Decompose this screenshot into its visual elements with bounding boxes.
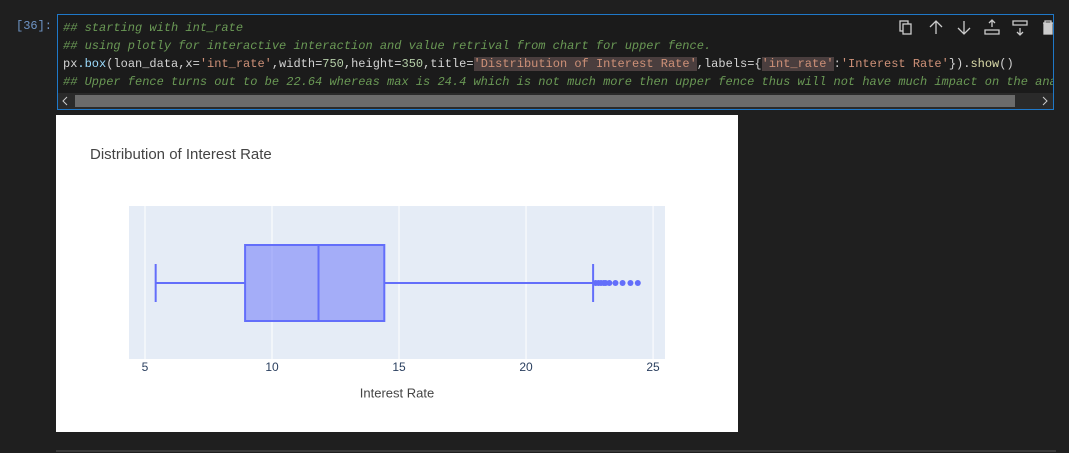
code-token: 'int_rate' [199, 57, 272, 71]
chart-title: Distribution of Interest Rate [90, 146, 272, 163]
outlier [606, 280, 613, 286]
code-token: .box [77, 57, 107, 71]
code-token: : [833, 57, 841, 71]
code-token: () [999, 57, 1014, 71]
scroll-arrows [62, 96, 1048, 106]
chart: Distribution of Interest Rate Interest R… [90, 146, 665, 400]
code-token: 'Interest Rate' [840, 57, 949, 71]
code-token: 'int_rate' [761, 57, 834, 71]
code-token: (loan_data,x= [106, 57, 200, 71]
outlier [619, 280, 626, 286]
code-line: ## starting with int_rate [63, 19, 1053, 37]
code-line: px.box(loan_data,x='int_rate',width=750,… [63, 55, 1053, 73]
outlier [627, 280, 634, 286]
horizontal-scrollbar[interactable] [58, 93, 1053, 109]
insert-above-button[interactable] [984, 19, 1000, 35]
code-token: 350 [401, 57, 424, 71]
code-token: ,height= [343, 57, 402, 71]
delete-button[interactable] [1043, 20, 1053, 35]
x-tick-label: 10 [265, 360, 279, 374]
code-token: ## starting with int_rate [63, 21, 244, 35]
code-line: ## Upper fence turns out to be 22.64 whe… [63, 73, 1053, 91]
code-token: ,labels= [696, 57, 755, 71]
code-token: ,width= [271, 57, 323, 71]
move-down-button[interactable] [957, 21, 971, 35]
cell-prompt: [36]: [16, 19, 53, 33]
x-tick-label: 5 [142, 360, 149, 374]
box [244, 244, 386, 322]
code-token: { [754, 57, 762, 71]
code-editor[interactable]: ## starting with int_rate ## using plotly… [63, 19, 1053, 91]
x-tick-label: 20 [519, 360, 533, 374]
move-up-button[interactable] [929, 20, 943, 34]
x-axis-label: Interest Rate [360, 385, 434, 400]
x-tick-label: 15 [392, 360, 406, 374]
code-cell[interactable]: ## starting with int_rate ## using plotly… [57, 14, 1054, 110]
code-token: 750 [322, 57, 344, 71]
x-tick-label: 25 [646, 360, 660, 374]
code-token: show [970, 57, 1000, 71]
code-token: 'Distribution of Interest Rate' [473, 57, 697, 71]
code-token: ## Upper fence turns out to be 22.64 whe… [63, 75, 1053, 89]
cell-separator [56, 450, 1056, 452]
outlier [612, 280, 619, 286]
outlier [634, 280, 641, 286]
code-token: }). [948, 57, 971, 71]
cell-toolbar [899, 19, 1053, 36]
code-token: ## using plotly for interactive interact… [63, 39, 712, 53]
code-token: px [63, 57, 78, 71]
scroll-thumb[interactable] [75, 95, 1015, 107]
copy-button[interactable] [899, 20, 912, 35]
cell-output: Distribution of Interest Rate Interest R… [56, 115, 738, 432]
code-token: ,title= [423, 57, 474, 71]
insert-below-button[interactable] [1012, 20, 1028, 36]
code-line: ## using plotly for interactive interact… [63, 37, 1053, 55]
